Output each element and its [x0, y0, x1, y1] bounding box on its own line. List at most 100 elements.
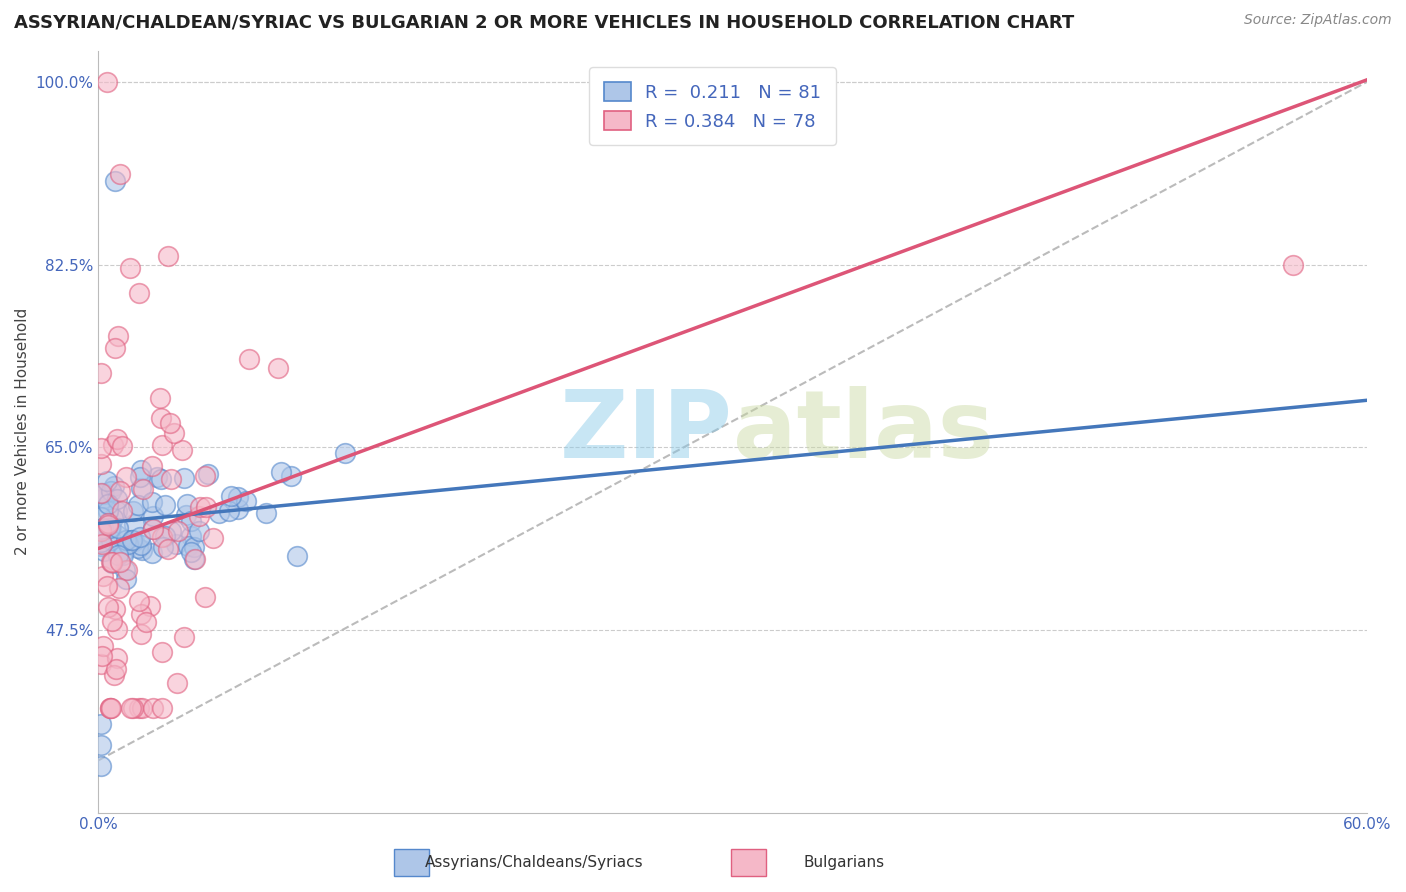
Point: [105, 491, 128, 506]
Point: [193, 469, 215, 483]
Point: [180, 545, 202, 559]
Point: [100, 533, 122, 547]
Point: [90, 366, 112, 380]
Point: [184, 551, 207, 566]
Point: [90, 441, 112, 455]
Point: [108, 167, 131, 181]
Point: [208, 506, 231, 520]
Point: [122, 517, 145, 532]
Point: [195, 500, 218, 515]
Point: [202, 531, 225, 545]
Point: [97, 497, 120, 511]
Point: [254, 506, 277, 520]
Point: [238, 351, 260, 366]
Point: [270, 465, 292, 479]
Point: [103, 479, 125, 493]
Point: [100, 521, 122, 535]
Point: [120, 701, 142, 715]
Point: [149, 411, 172, 425]
Point: [194, 590, 217, 604]
Point: [96, 75, 118, 89]
Point: [112, 548, 135, 562]
Point: [183, 552, 205, 566]
Point: [101, 614, 124, 628]
Point: [103, 667, 125, 681]
Point: [98, 701, 121, 715]
Point: [104, 602, 127, 616]
Point: [96, 579, 118, 593]
Point: [267, 361, 290, 376]
Point: [129, 463, 152, 477]
Point: [155, 498, 177, 512]
Point: [108, 555, 131, 569]
Point: [91, 486, 114, 500]
Point: [165, 537, 187, 551]
Point: [115, 470, 138, 484]
Point: [90, 534, 112, 549]
Point: [93, 486, 115, 500]
Text: Source: ZipAtlas.com: Source: ZipAtlas.com: [1244, 13, 1392, 28]
FancyBboxPatch shape: [731, 849, 766, 876]
Point: [97, 516, 120, 530]
Point: [188, 500, 211, 515]
Point: [131, 542, 153, 557]
Point: [100, 555, 122, 569]
Point: [108, 582, 131, 596]
Point: [1281, 258, 1303, 272]
Point: [132, 483, 155, 497]
Text: atlas: atlas: [733, 385, 994, 477]
Point: [111, 439, 134, 453]
Point: [153, 529, 176, 543]
Point: [280, 468, 302, 483]
Point: [127, 541, 149, 555]
Point: [105, 622, 128, 636]
FancyBboxPatch shape: [394, 849, 429, 876]
Point: [90, 758, 112, 772]
Point: [117, 563, 139, 577]
Point: [146, 469, 169, 483]
Point: [105, 651, 128, 665]
Point: [129, 607, 152, 621]
Point: [105, 528, 128, 542]
Point: [226, 491, 249, 505]
Point: [142, 522, 165, 536]
Point: [90, 524, 112, 538]
Point: [105, 432, 128, 446]
Point: [160, 524, 183, 539]
Point: [115, 572, 138, 586]
Point: [90, 657, 112, 671]
Point: [173, 471, 195, 485]
Point: [107, 548, 129, 562]
Point: [141, 495, 163, 509]
Point: [172, 442, 194, 457]
Point: [90, 738, 112, 752]
Point: [176, 497, 198, 511]
Point: [91, 521, 114, 535]
Point: [104, 341, 127, 355]
Point: [101, 511, 124, 525]
Point: [149, 472, 172, 486]
Point: [90, 457, 112, 471]
Point: [96, 475, 118, 489]
Point: [93, 543, 115, 558]
Point: [100, 519, 122, 533]
Point: [157, 541, 180, 556]
Point: [101, 438, 124, 452]
Point: [97, 599, 120, 614]
Point: [129, 530, 152, 544]
Text: Bulgarians: Bulgarians: [803, 855, 884, 870]
Point: [127, 498, 149, 512]
Point: [152, 540, 174, 554]
Point: [98, 701, 121, 715]
Point: [142, 701, 165, 715]
Point: [226, 502, 249, 516]
Point: [174, 508, 197, 523]
Point: [162, 425, 184, 440]
Point: [188, 524, 211, 538]
Point: [135, 615, 157, 630]
Point: [90, 537, 112, 551]
Point: [285, 549, 308, 564]
Point: [141, 458, 163, 473]
Point: [128, 470, 150, 484]
Point: [197, 467, 219, 481]
